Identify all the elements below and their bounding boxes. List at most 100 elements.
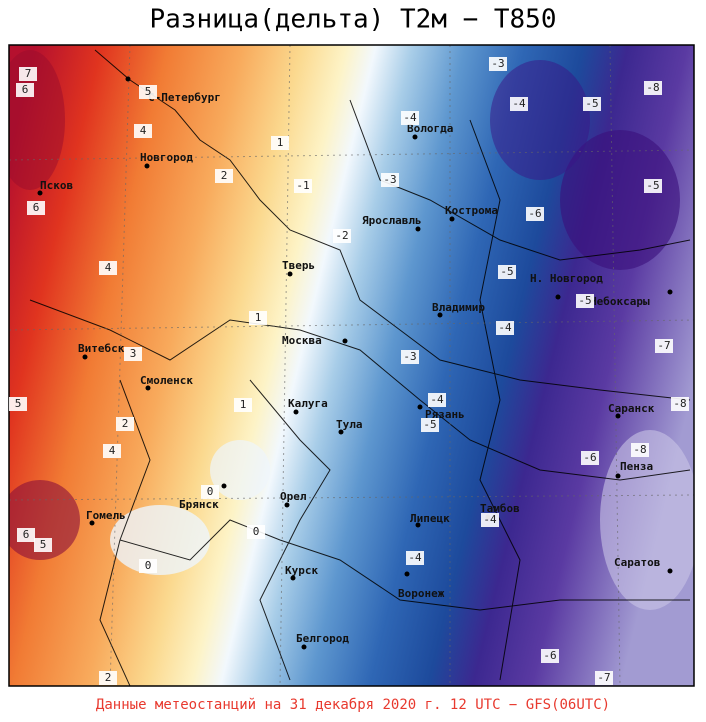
city-label: Москва [282,334,322,347]
contour-label: -8 [646,81,659,94]
contour-label-box [406,551,424,565]
contour-label-box [481,513,499,527]
contour-label-box [581,451,599,465]
contour-label-box [124,347,142,361]
title: Разница(дельта) T2м − T850 [150,5,557,35]
contour-label: -7 [597,671,610,684]
city-marker [404,571,410,577]
city-label: Витебск [78,342,125,355]
city-marker [144,163,150,169]
city-marker [284,502,290,508]
contour-label: 1 [277,136,284,149]
contour-label: 2 [105,671,112,684]
contour-label-box [16,83,34,97]
city-label: Пенза [620,460,653,473]
contour-label-box [401,350,419,364]
contour-label-box [294,179,312,193]
contour-label: -4 [408,551,422,564]
contour-label: -3 [491,57,504,70]
contour-label-box [116,417,134,431]
contour-label: 0 [207,485,214,498]
contour-label-box [576,294,594,308]
contour-label-box [644,81,662,95]
contour-label: -7 [657,339,670,352]
city-label: Тамбов [480,502,520,515]
contour-label-box [526,207,544,221]
city-label: Саранск [608,402,655,415]
contour-label-box [333,229,351,243]
contour-label-box [247,525,265,539]
contour-label-box [496,321,514,335]
city-label: Воронеж [398,587,445,600]
contour-label-box [17,528,35,542]
city-marker [667,289,673,295]
city-label: Курск [285,564,318,577]
city-marker [555,294,561,300]
city-label: Владимир [432,301,485,314]
contour-label: 5 [40,538,47,551]
contour-label-box [401,111,419,125]
city-label: Кострома [445,204,498,217]
city-label: Калуга [288,397,328,410]
contour-label-box [271,136,289,150]
city-marker [290,575,296,581]
city-label: Смоленск [140,374,193,387]
city-label: Новгород [140,151,193,164]
city-label: Брянск [179,498,219,511]
contour-label: 0 [145,559,152,572]
contour-label: 7 [25,67,32,80]
city-marker [667,568,673,574]
city-label: Н. Новгород [530,272,603,285]
contour-label: 5 [15,397,22,410]
contour-label: -4 [483,513,497,526]
city-marker [82,354,88,360]
contour-label: 3 [130,347,137,360]
city-label: Саратов [614,556,660,569]
city-marker [437,312,443,318]
contour-label-box [428,393,446,407]
contour-label: -3 [403,350,416,363]
contour-label: -8 [633,443,646,456]
city-label: Псков [40,179,73,192]
contour-label-box [249,311,267,325]
contour-label-box [489,57,507,71]
city-label: С-Петербург [148,91,221,104]
contour-label-box [655,339,673,353]
contour-label: -6 [528,207,541,220]
city-marker [415,522,421,528]
contour-label: -1 [296,179,309,192]
contour-label: 4 [105,261,112,274]
contour-label: -6 [543,649,556,662]
contour-label-box [215,169,233,183]
city-label: Чебоксары [590,295,650,308]
map-frame [8,44,695,687]
contour-label: 2 [122,417,129,430]
city-label: Орел [280,490,307,503]
contour-label: 2 [221,169,228,182]
contour-label-box [381,173,399,187]
contour-label: -8 [673,397,686,410]
contour-label: 4 [140,124,147,137]
city-marker [417,404,423,410]
contour-label: -5 [578,294,591,307]
city-marker [125,76,131,82]
contour-label: 5 [145,85,152,98]
city-label: Ярославль [362,214,422,227]
contour-label: -5 [646,179,659,192]
contour-label-box [201,485,219,499]
city-label: Тула [336,418,363,431]
contour-label-box [498,265,516,279]
city-label: Рязань [425,408,465,421]
contour-label: 0 [253,525,260,538]
contour-label-box [139,85,157,99]
city-marker [89,520,95,526]
city-marker [449,216,455,222]
city-marker [293,409,299,415]
city-label: Гомель [86,509,126,522]
contour-label-box [583,97,601,111]
city-marker [287,271,293,277]
contour-label: 1 [240,398,247,411]
contour-label: 4 [109,444,116,457]
contour-label-box [631,443,649,457]
